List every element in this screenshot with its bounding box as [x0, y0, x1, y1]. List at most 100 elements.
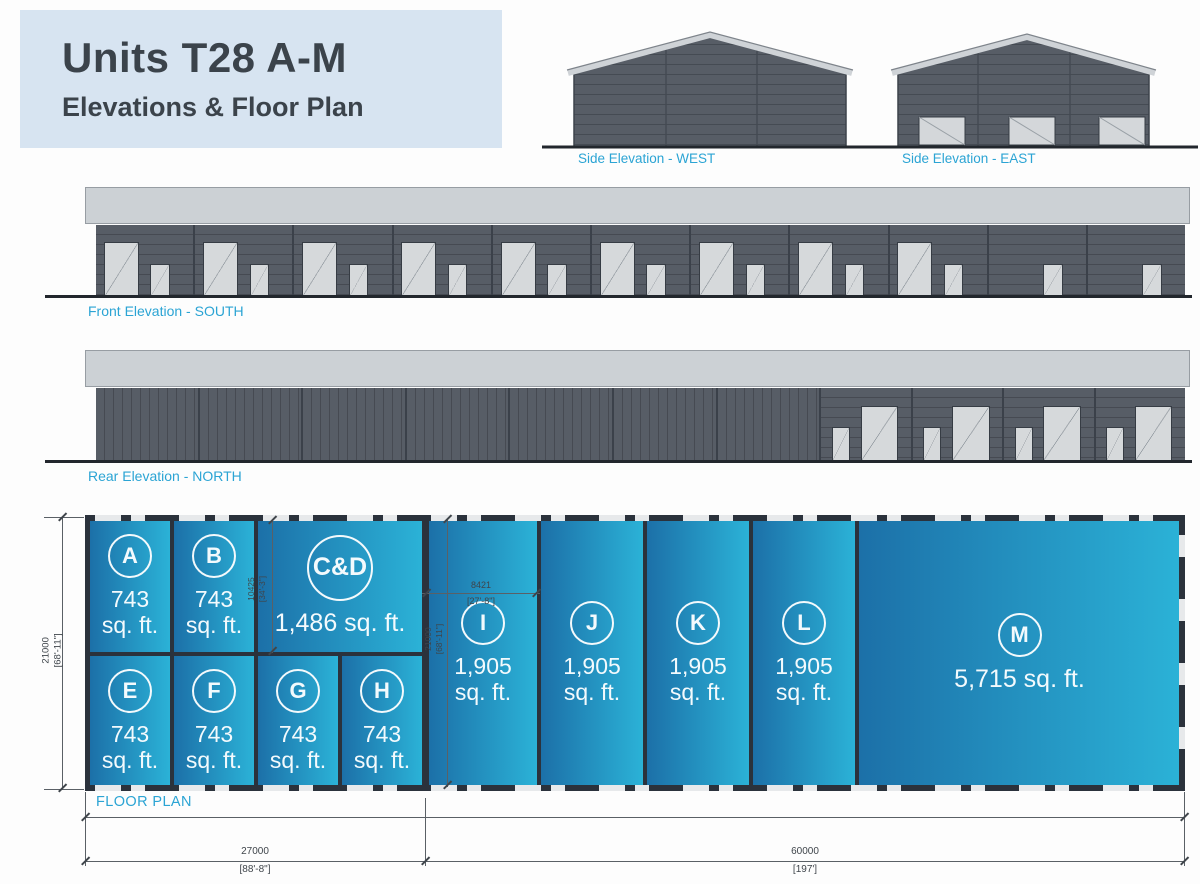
unit-l-letter: L	[797, 610, 811, 636]
dimension-left-section-ft: [88'-8"]	[239, 864, 271, 875]
roller-door	[1134, 406, 1173, 461]
unit-cd-letter: C&D	[312, 553, 368, 582]
dimension-unit-i-width-ft: [27'-8"]	[467, 596, 495, 606]
roller-door	[1043, 406, 1081, 461]
personnel-door	[1014, 427, 1033, 461]
front-bay	[589, 225, 690, 297]
page-subtitle: Elevations & Floor Plan	[62, 92, 364, 122]
unit-b-badge: B	[192, 534, 236, 579]
unit-a-area: 743 sq. ft.	[101, 586, 159, 638]
unit-e: E 743 sq. ft.	[90, 656, 170, 786]
roller-door	[302, 241, 338, 297]
unit-h-letter: H	[374, 678, 390, 704]
unit-f-area: 743 sq. ft.	[185, 721, 243, 773]
dimension-right-section-ft: [197']	[792, 864, 818, 875]
front-bay	[986, 225, 1086, 297]
plan-top-doors	[85, 515, 1185, 521]
unit-f-badge: F	[192, 669, 236, 714]
unit-e-letter: E	[122, 678, 138, 704]
dimension-unit-i-width-line	[422, 593, 540, 594]
personnel-door	[348, 263, 369, 297]
personnel-door	[447, 263, 468, 297]
personnel-door	[844, 263, 865, 297]
rear-blank-panel	[404, 388, 509, 461]
rear-bay	[1093, 388, 1185, 461]
unit-f-letter: F	[207, 678, 221, 704]
front-bay	[887, 225, 987, 297]
dimension-ext-line	[85, 792, 86, 866]
dimension-right-section-mm: 60000	[791, 846, 819, 857]
east-elevation-windows	[918, 116, 1146, 146]
personnel-door	[150, 263, 170, 297]
front-bay	[788, 225, 888, 297]
unit-e-area: 743 sq. ft.	[101, 721, 159, 773]
dimension-ext-line	[44, 517, 84, 518]
unit-g-badge: G	[276, 669, 320, 714]
dimension-unit-i-height-line	[447, 519, 448, 787]
unit-j-area: 1,905 sq. ft.	[563, 653, 621, 705]
dimension-unit-i-height: 21000 [68'-11"]	[422, 623, 444, 655]
side-east-label: Side Elevation - EAST	[902, 151, 1036, 166]
personnel-door	[943, 263, 964, 297]
unit-h-badge: H	[360, 669, 404, 714]
rear-blank-panel	[508, 388, 613, 461]
unit-cd-badge: C&D	[307, 534, 373, 601]
unit-j: J 1,905 sq. ft.	[541, 520, 643, 786]
rear-blank-panel	[715, 388, 820, 461]
unit-cd: C&D 1,486 sq. ft.	[258, 520, 422, 652]
unit-g-area: 743 sq. ft.	[269, 721, 327, 773]
side-elevation-east-building	[890, 33, 1157, 148]
unit-k-area: 1,905 sq. ft.	[669, 653, 727, 705]
unit-e-badge: E	[108, 669, 152, 714]
unit-i: I 1,905 sq. ft.	[429, 520, 537, 786]
unit-i-badge: I	[461, 601, 505, 646]
unit-a-badge: A	[108, 534, 152, 579]
unit-m: M 5,715 sq. ft.	[859, 520, 1180, 786]
rear-ground-line	[45, 460, 1192, 463]
rear-bay	[819, 388, 911, 461]
dimension-sections-line	[85, 861, 1185, 862]
front-bay	[96, 225, 194, 297]
side-elevations-drawing	[542, 31, 1198, 149]
unit-k-badge: K	[676, 601, 720, 646]
unit-h: H 743 sq. ft.	[342, 656, 422, 786]
roller-door	[202, 241, 238, 297]
roller-door	[500, 241, 536, 297]
front-parapet	[85, 187, 1190, 224]
roller-door	[897, 241, 933, 297]
unit-b: B 743 sq. ft.	[174, 520, 254, 652]
personnel-door	[831, 427, 850, 461]
dimension-ext-line	[1184, 792, 1185, 866]
rear-label: Rear Elevation - NORTH	[88, 468, 242, 484]
rear-blank-panel	[301, 388, 405, 461]
roller-door	[599, 241, 635, 297]
dimension-ext-line	[44, 789, 84, 790]
unit-g-letter: G	[289, 678, 307, 704]
personnel-door	[745, 263, 765, 297]
front-bay	[292, 225, 392, 297]
rear-blank-panel	[96, 388, 198, 461]
dimension-plan-height: 21000 [68'-11"]	[40, 633, 64, 668]
unit-k: K 1,905 sq. ft.	[647, 520, 749, 786]
floor-plan-label: FLOOR PLAN	[96, 794, 192, 810]
unit-b-area: 743 sq. ft.	[185, 586, 243, 638]
unit-f: F 743 sq. ft.	[174, 656, 254, 786]
page-title: Units T28 A-M	[62, 34, 347, 81]
dimension-plan-height-line	[62, 518, 63, 790]
title-block: Units T28 A-M Elevations & Floor Plan	[20, 10, 502, 148]
personnel-door	[1142, 263, 1162, 297]
rear-elevation-wall	[96, 388, 1185, 461]
roller-door	[952, 406, 990, 461]
unit-b-letter: B	[206, 543, 222, 569]
unit-h-area: 743 sq. ft.	[353, 721, 411, 773]
personnel-door	[646, 263, 666, 297]
unit-l-area: 1,905 sq. ft.	[775, 653, 833, 705]
dimension-unit-i-width-mm: 8421	[470, 580, 492, 590]
unit-m-area: 5,715 sq. ft.	[954, 664, 1085, 693]
unit-j-letter: J	[585, 610, 599, 636]
unit-m-letter: M	[1010, 621, 1029, 647]
unit-k-letter: K	[690, 610, 706, 636]
rear-blank-panel	[612, 388, 716, 461]
front-bay	[490, 225, 590, 297]
